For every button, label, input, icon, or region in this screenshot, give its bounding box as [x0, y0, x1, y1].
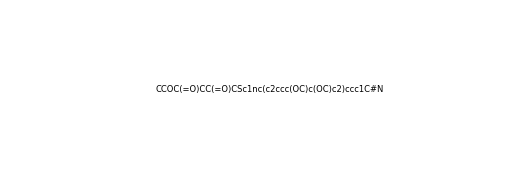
Text: CCOC(=O)CC(=O)CSc1nc(c2ccc(OC)c(OC)c2)ccc1C#N: CCOC(=O)CC(=O)CSc1nc(c2ccc(OC)c(OC)c2)cc… — [156, 85, 384, 94]
